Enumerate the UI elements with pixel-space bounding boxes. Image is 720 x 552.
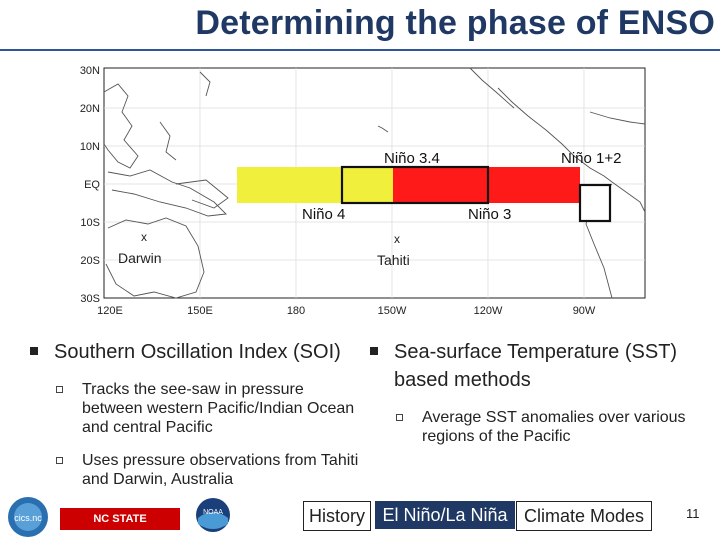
lon-label-120e: 120E	[97, 305, 123, 317]
tahiti-marker: x	[394, 232, 400, 246]
sst-bullet-block: Sea-surface Temperature (SST) based meth…	[370, 338, 700, 446]
hawaii	[377, 125, 389, 133]
ncsu-logo-text: NC STATE UNIVERSITY	[86, 513, 153, 547]
darwin-label: Darwin	[118, 250, 162, 266]
soi-item-text: Uses pressure observations from Tahiti a…	[82, 452, 359, 488]
caribbean	[589, 111, 646, 125]
japan	[199, 71, 211, 97]
noaa-logo-text: NOAA	[203, 509, 223, 516]
lat-label-30n: 30N	[80, 65, 100, 77]
mexico	[469, 67, 515, 109]
lon-label-150w: 150W	[378, 305, 407, 317]
soi-heading-text: Southern Oscillation Index (SOI)	[54, 341, 341, 363]
nino12-box	[578, 183, 612, 223]
nino34-box	[340, 165, 490, 205]
ncsu-logo: NC STATE UNIVERSITY	[60, 508, 180, 547]
enso-region-map: 30N 20N 10N EQ 10S 20S 30S 120E 150E 180…	[80, 65, 646, 317]
soi-bullet-block: Southern Oscillation Index (SOI) Tracks …	[30, 338, 360, 489]
lon-label-120w: 120W	[474, 305, 503, 317]
lat-label-20s: 20S	[80, 255, 100, 267]
tahiti-label: Tahiti	[377, 252, 410, 268]
bullet-square-icon	[370, 347, 378, 355]
asia-coast	[103, 83, 139, 169]
soi-item: Tracks the see-saw in pressure between w…	[30, 380, 360, 437]
lon-label-90w: 90W	[573, 305, 596, 317]
soi-item-text: Tracks the see-saw in pressure between w…	[82, 381, 355, 436]
soi-heading: Southern Oscillation Index (SOI)	[30, 338, 360, 366]
central-america	[497, 87, 613, 183]
lat-label-30s: 30S	[80, 293, 100, 305]
bullet-square-icon	[30, 347, 38, 355]
soi-item: Uses pressure observations from Tahiti a…	[30, 451, 360, 489]
page-number: 11	[686, 506, 700, 521]
history-nav-button[interactable]: History	[303, 501, 371, 531]
hollow-bullet-icon	[396, 414, 403, 421]
sst-heading-text: Sea-surface Temperature (SST) based meth…	[394, 341, 678, 391]
lon-label-150e: 150E	[187, 305, 213, 317]
lon-label-180: 180	[287, 305, 305, 317]
australia	[105, 217, 205, 299]
nino12-label: Niño 1+2	[561, 150, 621, 167]
hollow-bullet-icon	[56, 457, 63, 464]
sst-item-text: Average SST anomalies over various regio…	[422, 409, 686, 445]
nino4-label: Niño 4	[302, 206, 345, 223]
new-guinea	[175, 179, 229, 209]
lat-label-10s: 10S	[80, 217, 100, 229]
lat-label-eq: EQ	[84, 179, 100, 191]
nino3-region-fill	[393, 167, 580, 203]
nino34-label: Niño 3.4	[384, 150, 440, 167]
darwin-marker: x	[141, 230, 147, 244]
nino4-region-fill	[237, 167, 393, 203]
hollow-bullet-icon	[56, 386, 63, 393]
sst-heading: Sea-surface Temperature (SST) based meth…	[370, 338, 700, 394]
page-title: Determining the phase of ENSO	[195, 4, 715, 42]
nino-nina-nav-button[interactable]: El Niño/La Niña	[375, 501, 515, 529]
philippines	[159, 121, 177, 161]
footer-logos: cics.nc NOAA	[8, 497, 230, 537]
maritime-continent	[107, 169, 227, 217]
lat-label-10n: 10N	[80, 141, 100, 153]
noaa-logo: NOAA	[196, 498, 230, 532]
nino3-label: Niño 3	[468, 206, 511, 223]
cics-logo-text: cics.nc	[14, 513, 42, 523]
title-rule	[0, 49, 720, 51]
cics-logo: cics.nc	[8, 497, 48, 537]
lat-label-20n: 20N	[80, 103, 100, 115]
climate-modes-nav-button[interactable]: Climate Modes	[516, 501, 652, 531]
sst-item: Average SST anomalies over various regio…	[370, 408, 700, 446]
